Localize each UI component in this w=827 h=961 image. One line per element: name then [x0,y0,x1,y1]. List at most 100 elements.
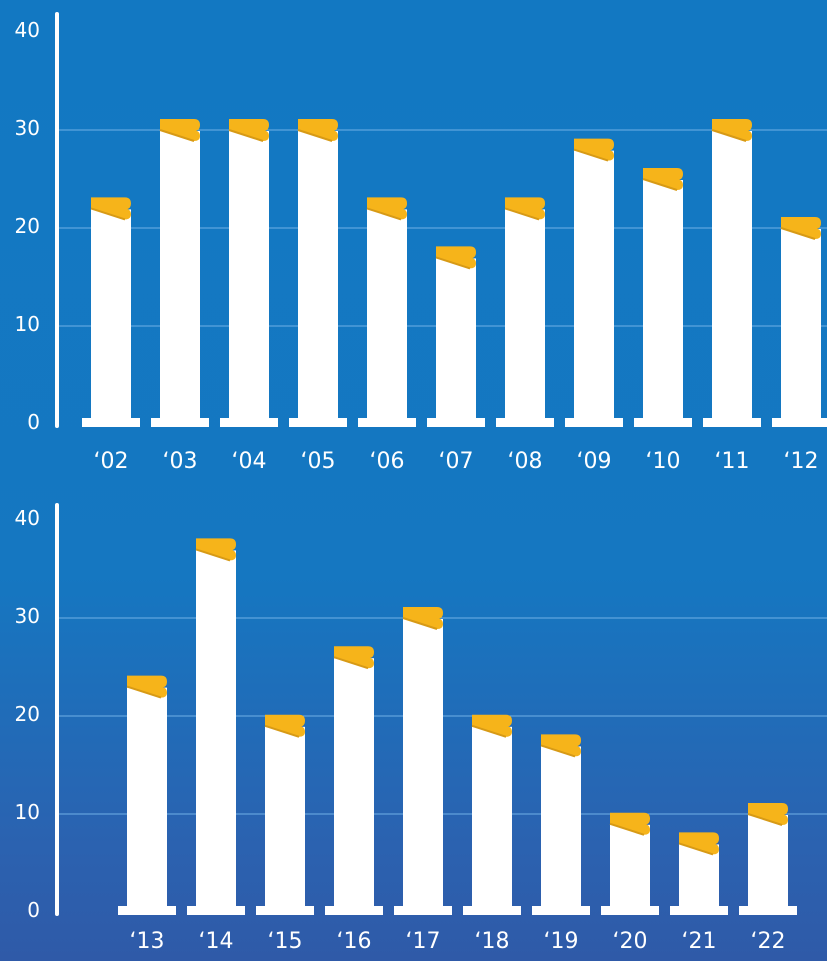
bar [229,131,269,426]
bar [127,687,167,914]
y-tick-label: 10 [15,312,40,336]
bar-group [532,734,590,915]
bar-cap [541,734,581,747]
bar [505,209,545,426]
x-tick-label: ‘06 [370,449,405,474]
bar-group [358,197,416,427]
bar-cap-edge [471,724,507,738]
chart-panel-1: 0 10 20 30 40 ‘02 ‘03 ‘04 ‘05 ‘06 ‘07 ‘08 ‘09 ‘10 ‘11 ‘… [15,12,827,474]
bar-group [463,714,521,915]
bar [436,258,476,426]
bar-cap [472,714,512,727]
y-tick-label: 0 [27,410,40,434]
bar-cap-edge [333,656,369,670]
bar-cap [505,197,545,210]
bar [160,131,200,426]
bar-cap-edge [540,744,576,758]
x-tick-label: ‘04 [232,449,267,474]
bar [403,619,443,914]
bar-cap [781,217,821,229]
bar [781,229,821,426]
x-tick-label: ‘11 [715,449,750,474]
bar-cap [196,538,236,551]
bar-cap [334,646,374,659]
bar-cap [265,714,305,727]
bar-group [496,197,554,427]
x-tick-label: ‘10 [646,449,681,474]
bar-group [565,138,623,427]
y-tick-label: 0 [27,898,40,922]
bar-cap [748,803,788,815]
bar-group [325,646,383,915]
bar-group [601,812,659,915]
bar-cap-edge [195,548,231,562]
bar [574,150,614,426]
bar-cap-edge [678,842,714,856]
x-tick-label: ‘08 [508,449,543,474]
bar-cap-edge [159,129,195,142]
bar-group [703,119,761,427]
bar-group [151,119,209,427]
bar-group [220,119,278,427]
bar-group [289,119,347,427]
x-tick-label: ‘02 [94,449,129,474]
bar-cap-edge [126,685,162,699]
x-tick-label: ‘05 [301,449,336,474]
bar-cap-edge [228,129,264,142]
bar-group [256,714,314,915]
bar-cap [229,119,269,131]
bar-cap-edge [435,256,471,270]
bar-group [427,246,485,427]
bar-cap [91,197,131,210]
bar-cap [643,168,683,180]
bar-group [82,197,140,427]
x-tick-label: ‘15 [268,929,303,954]
bar [265,726,305,914]
bar-cap-edge [297,129,333,142]
bar-group [187,538,245,915]
bar [472,726,512,914]
x-tick-label: ‘17 [406,929,441,954]
bar-cap-edge [366,207,402,221]
bar-cap-edge [504,207,540,221]
bar-cap-edge [609,822,645,836]
bar-group [634,168,692,427]
bar-group [394,607,452,915]
bar-cap [679,832,719,845]
bar-cap-edge [90,207,126,221]
bar-cap [436,246,476,259]
x-tick-label: ‘13 [130,929,165,954]
bar [610,824,650,914]
bar-cap [367,197,407,210]
y-tick-label: 40 [15,506,40,530]
bar-cap-edge [780,227,816,240]
bar-cap [127,675,167,688]
y-tick-label: 20 [15,214,40,238]
bar-cap [298,119,338,131]
x-tick-label: ‘16 [337,929,372,954]
bar-cap [712,119,752,131]
x-tick-label: ‘09 [577,449,612,474]
x-tick-label: ‘21 [682,929,717,954]
bar-cap [610,812,650,825]
bar-cap-edge [573,148,609,162]
bar-group [670,832,728,915]
y-tick-label: 30 [15,604,40,628]
bar-cap [160,119,200,131]
y-tick-label: 40 [15,18,40,42]
bar-cap-edge [642,178,678,191]
x-tick-label: ‘19 [544,929,579,954]
y-tick-label: 10 [15,800,40,824]
x-tick-label: ‘14 [199,929,234,954]
bar-group [772,217,827,427]
y-tick-label: 30 [15,116,40,140]
bar [334,658,374,914]
bar [679,844,719,914]
bar [643,180,683,426]
bar [196,550,236,914]
bar [91,209,131,426]
bar-cap [574,138,614,151]
x-tick-label: ‘03 [163,449,198,474]
chart-panel-2: 0 10 20 30 40 ‘13 ‘14 ‘15 ‘16 ‘17 ‘18 ‘19 ‘20 ‘21 ‘22 [15,503,827,954]
